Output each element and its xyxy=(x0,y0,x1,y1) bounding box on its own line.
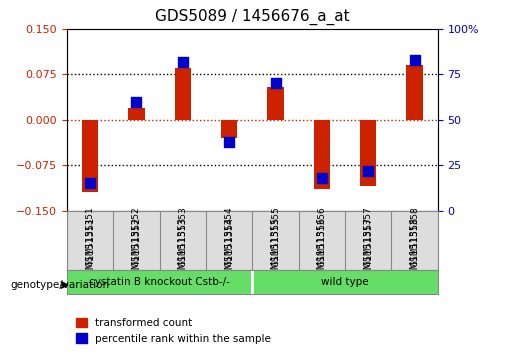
Point xyxy=(179,59,187,65)
Point xyxy=(318,175,326,181)
Text: wild type: wild type xyxy=(321,277,369,287)
Text: cystatin B knockout Cstb-/-: cystatin B knockout Cstb-/- xyxy=(89,277,230,287)
Bar xyxy=(221,120,237,138)
Point xyxy=(132,99,141,105)
Text: GSM1151353: GSM1151353 xyxy=(178,216,188,282)
Text: GSM1151355: GSM1151355 xyxy=(271,207,280,268)
Point xyxy=(225,139,233,144)
Text: GSM1151355: GSM1151355 xyxy=(270,216,281,282)
Text: GSM1151351: GSM1151351 xyxy=(85,216,95,282)
Point xyxy=(410,57,419,63)
Text: GSM1151354: GSM1151354 xyxy=(224,216,234,282)
Bar xyxy=(175,68,191,120)
Text: GSM1151356: GSM1151356 xyxy=(317,207,327,268)
Bar xyxy=(82,120,98,192)
Bar xyxy=(314,120,330,189)
Point xyxy=(86,180,94,186)
Bar xyxy=(360,120,376,186)
Text: GSM1151357: GSM1151357 xyxy=(364,207,373,268)
Text: GSM1151358: GSM1151358 xyxy=(410,207,419,268)
Text: genotype/variation: genotype/variation xyxy=(10,280,109,290)
Bar xyxy=(406,65,423,120)
Legend: transformed count, percentile rank within the sample: transformed count, percentile rank withi… xyxy=(72,314,275,348)
Text: GSM1151353: GSM1151353 xyxy=(178,207,187,268)
Text: GSM1151354: GSM1151354 xyxy=(225,207,234,268)
Title: GDS5089 / 1456676_a_at: GDS5089 / 1456676_a_at xyxy=(155,9,350,25)
Text: GSM1151357: GSM1151357 xyxy=(363,216,373,282)
Text: GSM1151356: GSM1151356 xyxy=(317,216,327,282)
Point xyxy=(271,81,280,86)
Text: GSM1151352: GSM1151352 xyxy=(131,216,142,282)
Text: GSM1151358: GSM1151358 xyxy=(409,216,420,282)
Point xyxy=(364,168,372,174)
Text: GSM1151351: GSM1151351 xyxy=(85,207,95,268)
Text: GSM1151352: GSM1151352 xyxy=(132,207,141,268)
Bar xyxy=(128,108,145,120)
Bar xyxy=(267,86,284,120)
